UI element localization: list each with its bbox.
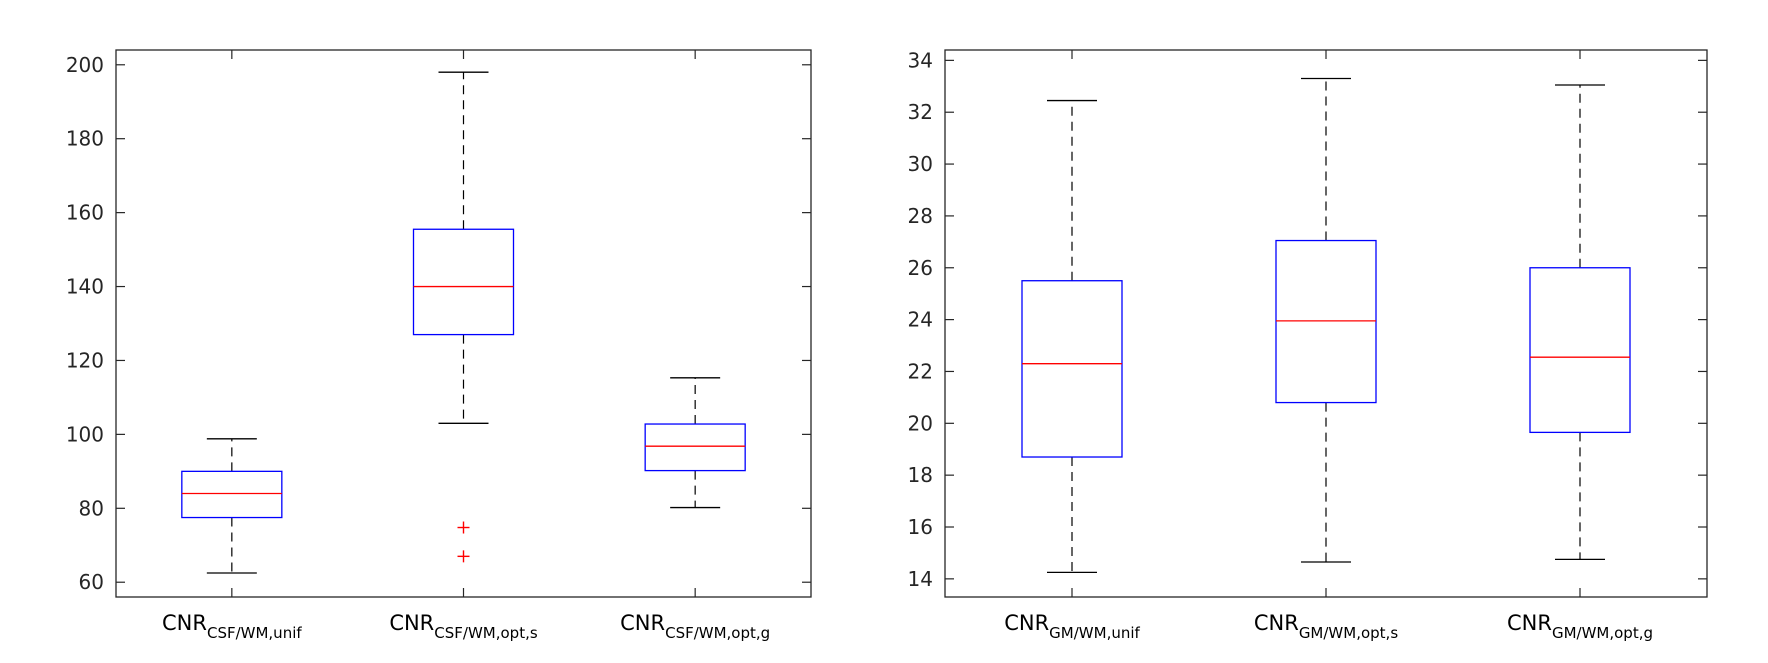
x-tick-label-subscript: CSF/WM,unif xyxy=(207,624,302,642)
y-tick-label: 30 xyxy=(908,152,933,176)
x-tick-label-subscript: GM/WM,opt,s xyxy=(1299,624,1399,642)
boxplot-2 xyxy=(1275,77,1377,563)
y-tick-label: 120 xyxy=(66,348,104,372)
y-tick-label: 180 xyxy=(66,127,104,151)
x-tick-label-main: CNR xyxy=(1507,611,1552,635)
y-tick-label: 80 xyxy=(79,496,104,520)
box-iqr xyxy=(412,228,515,336)
boxplot-3 xyxy=(644,377,746,509)
outlier-marker xyxy=(457,521,470,534)
x-tick-label-main: CNR xyxy=(1254,611,1299,635)
y-tick-label: 18 xyxy=(908,463,933,487)
box-iqr xyxy=(644,423,746,472)
boxplot-3 xyxy=(1529,84,1631,561)
x-tick-label-main: CNR xyxy=(389,611,434,635)
box-iqr xyxy=(181,470,283,519)
boxplot-1 xyxy=(1021,99,1123,574)
box-iqr xyxy=(1021,280,1123,458)
x-tick-label: CNRGM/WM,opt,s xyxy=(1254,611,1398,642)
box-iqr xyxy=(1529,267,1631,434)
x-tick-label-main: CNR xyxy=(1004,611,1049,635)
x-tick-label: CNRGM/WM,unif xyxy=(1004,611,1140,642)
y-tick-label: 160 xyxy=(66,201,104,225)
x-tick-label: CNRGM/WM,opt,g xyxy=(1507,611,1653,642)
y-tick-label: 14 xyxy=(908,567,933,591)
y-tick-label: 24 xyxy=(908,308,933,332)
boxplot-1 xyxy=(181,438,283,574)
y-tick-label: 20 xyxy=(908,411,933,435)
y-tick-label: 60 xyxy=(79,570,104,594)
outlier-marker xyxy=(457,550,470,563)
y-tick-label: 28 xyxy=(908,204,933,228)
x-tick-label: CNRCSF/WM,opt,g xyxy=(620,611,770,642)
x-tick-label-subscript: CSF/WM,opt,s xyxy=(434,624,538,642)
x-tick-label: CNRCSF/WM,unif xyxy=(162,611,302,642)
y-tick-label: 34 xyxy=(908,48,933,72)
y-tick-label: 16 xyxy=(908,515,933,539)
x-tick-label-subscript: GM/WM,unif xyxy=(1049,624,1140,642)
y-tick-label: 26 xyxy=(908,256,933,280)
y-tick-label: 32 xyxy=(908,100,933,124)
y-tick-label: 100 xyxy=(66,422,104,446)
y-tick-label: 200 xyxy=(66,53,104,77)
x-tick-label-main: CNR xyxy=(162,611,207,635)
x-tick-label-subscript: GM/WM,opt,g xyxy=(1552,624,1653,642)
x-tick-label: CNRCSF/WM,opt,s xyxy=(389,611,538,642)
x-tick-label-subscript: CSF/WM,opt,g xyxy=(665,624,770,642)
y-tick-label: 22 xyxy=(908,359,933,383)
x-tick-label-main: CNR xyxy=(620,611,665,635)
boxplot-2 xyxy=(412,71,515,563)
y-tick-label: 140 xyxy=(66,275,104,299)
